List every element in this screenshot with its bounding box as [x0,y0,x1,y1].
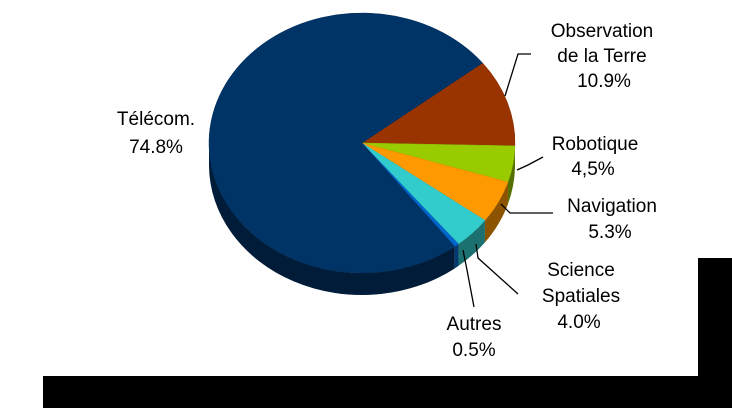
value-telecom: 74.8% [129,137,183,158]
decorative-bar-horizontal [43,376,732,408]
leader-line-robotique [516,156,544,171]
slice-side-science [458,220,485,266]
value-science: 4.0% [557,312,600,333]
value-robotique: 4,5% [571,159,614,180]
label-robotique: Robotique [552,134,639,155]
label-science-line1: Science [547,260,615,281]
label-telecom: Télécom. [117,109,195,130]
value-autres: 0.5% [452,340,495,361]
slice-side-robotique [507,145,515,204]
label-science-line2: Spatiales [542,286,620,307]
leader-line-observation [504,53,531,97]
slice-telecom [208,12,483,274]
leader-line-science [475,243,519,295]
pie-slices [208,12,516,274]
pie-depth [209,143,515,295]
leader-lines [462,53,553,308]
leader-line-navigation [500,203,553,214]
slice-side-autres [454,243,459,269]
slice-side-telecom [209,143,455,295]
value-observation: 10.9% [577,71,631,92]
leader-line-autres [462,249,475,308]
label-observation-line1: Observation [551,21,653,42]
slice-observation [361,62,516,147]
label-autres: Autres [447,314,502,335]
value-navigation: 5.3% [588,222,631,243]
label-navigation: Navigation [567,196,657,217]
label-observation-line2: de la Terre [557,46,646,67]
slice-side-navigation [484,181,508,243]
